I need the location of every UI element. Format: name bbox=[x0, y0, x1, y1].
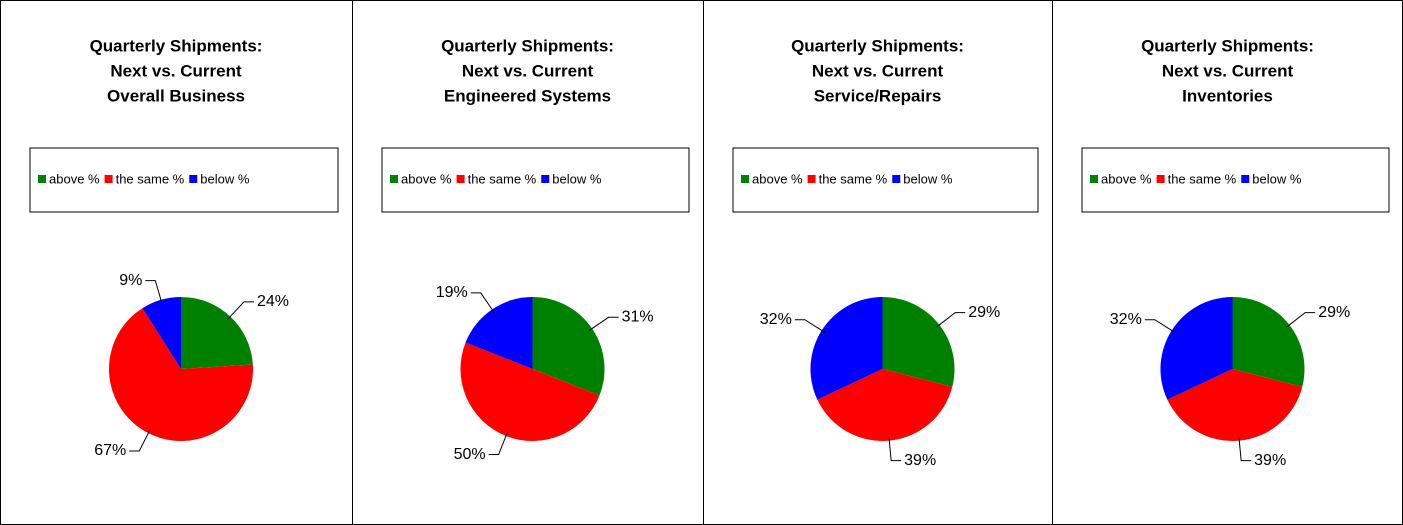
leader-line bbox=[1238, 436, 1252, 462]
pie-slice bbox=[882, 297, 955, 387]
pie-slice bbox=[1167, 369, 1303, 442]
legend-label: below % bbox=[552, 171, 602, 186]
chart-title: Next vs. Current bbox=[110, 61, 242, 80]
pie-slice bbox=[1232, 297, 1305, 387]
pie-slice bbox=[460, 342, 600, 441]
leader-line bbox=[1285, 312, 1316, 328]
legend-label: below % bbox=[1252, 171, 1302, 186]
legend-label: below % bbox=[903, 171, 953, 186]
pie-slice bbox=[109, 308, 253, 442]
leader-line bbox=[488, 432, 508, 456]
legend-label: the same % bbox=[468, 171, 537, 186]
chart-title: Quarterly Shipments: bbox=[90, 36, 263, 55]
chart-title: Next vs. Current bbox=[462, 61, 594, 80]
legend-swatch bbox=[38, 175, 46, 183]
chart-title: Quarterly Shipments: bbox=[441, 36, 614, 55]
chart-title: Next vs. Current bbox=[812, 61, 944, 80]
chart-title: Overall Business bbox=[107, 86, 245, 105]
chart-title: Inventories bbox=[1182, 86, 1273, 105]
data-label: 19% bbox=[436, 284, 468, 301]
leader-line bbox=[470, 292, 495, 314]
legend-label: above % bbox=[752, 171, 803, 186]
chart-title: Engineered Systems bbox=[444, 86, 611, 105]
legend-swatch bbox=[541, 175, 550, 183]
data-label: 9% bbox=[119, 272, 142, 289]
legend-swatch bbox=[1156, 175, 1165, 183]
data-label: 24% bbox=[257, 293, 289, 310]
data-label: 31% bbox=[622, 309, 654, 326]
legend-swatch bbox=[189, 175, 198, 183]
leader-line bbox=[794, 319, 826, 333]
pie-slice bbox=[532, 297, 605, 396]
legend-label: above % bbox=[401, 171, 452, 186]
data-label: 29% bbox=[1318, 304, 1350, 321]
legend-box bbox=[29, 147, 339, 213]
data-label: 29% bbox=[968, 304, 1000, 321]
pie-slice bbox=[810, 297, 883, 400]
leader-line bbox=[588, 316, 619, 332]
legend-box bbox=[732, 147, 1039, 213]
data-label: 39% bbox=[904, 452, 936, 469]
legend-swatch bbox=[390, 175, 398, 183]
data-label: 32% bbox=[1110, 311, 1142, 328]
chart-title: Service/Repairs bbox=[814, 86, 942, 105]
legend-swatch bbox=[456, 175, 465, 183]
legend-box bbox=[381, 147, 690, 213]
legend-swatch bbox=[1241, 175, 1250, 183]
leader-line bbox=[227, 301, 254, 320]
legend-swatch bbox=[1090, 175, 1098, 183]
legend-label: above % bbox=[1101, 171, 1152, 186]
legend-label: the same % bbox=[1168, 171, 1237, 186]
legend-swatch bbox=[807, 175, 816, 183]
pie-slice bbox=[1160, 297, 1233, 400]
legend-box bbox=[1081, 147, 1390, 213]
chart-title: Next vs. Current bbox=[1162, 61, 1294, 80]
pie-slice bbox=[465, 297, 533, 369]
data-label: 32% bbox=[760, 311, 792, 328]
pie-slice bbox=[142, 297, 181, 369]
pie-slice bbox=[817, 369, 953, 442]
leader-line bbox=[129, 429, 151, 452]
data-label: 50% bbox=[454, 446, 486, 463]
data-label: 67% bbox=[94, 442, 126, 459]
leader-line bbox=[145, 280, 163, 304]
legend-label: the same % bbox=[116, 171, 185, 186]
chart-title: Quarterly Shipments: bbox=[791, 36, 964, 55]
legend-label: below % bbox=[200, 171, 250, 186]
pie-slice bbox=[181, 297, 253, 369]
legend-swatch bbox=[741, 175, 749, 183]
legend-label: the same % bbox=[819, 171, 888, 186]
legend-swatch bbox=[892, 175, 901, 183]
leader-line bbox=[935, 312, 966, 328]
data-label: 39% bbox=[1254, 452, 1286, 469]
leader-line bbox=[1144, 319, 1176, 333]
leader-line bbox=[888, 436, 902, 462]
chart-title: Quarterly Shipments: bbox=[1141, 36, 1314, 55]
legend-label: above % bbox=[49, 171, 100, 186]
legend-swatch bbox=[104, 175, 113, 183]
